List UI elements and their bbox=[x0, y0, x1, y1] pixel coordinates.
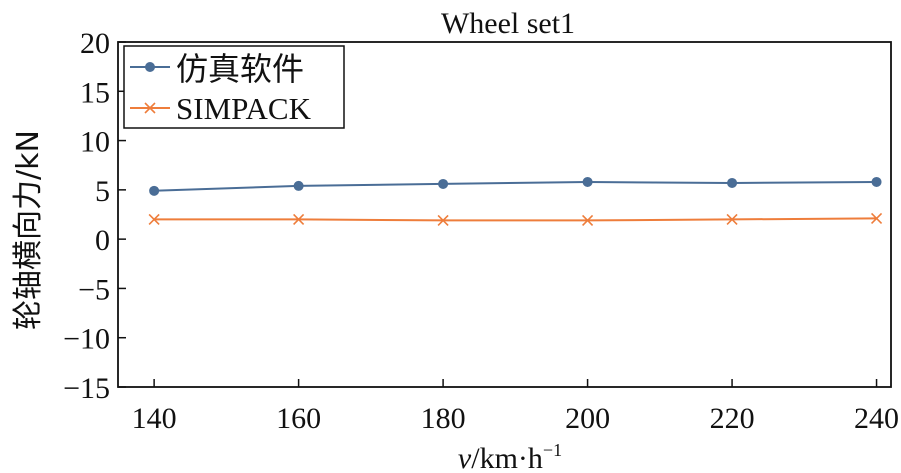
y-axis: 20 15 10 5 0 −5 −10 −15 bbox=[63, 27, 126, 405]
series-1-point bbox=[293, 180, 304, 191]
x-axis-exponent: −1 bbox=[543, 440, 562, 460]
series-1-point bbox=[149, 185, 160, 196]
legend: 仿真软件 SIMPACK bbox=[123, 45, 345, 129]
legend-label-series-1: 仿真软件 bbox=[176, 50, 304, 88]
legend-marker-series-2 bbox=[144, 102, 156, 114]
y-tick-label: 10 bbox=[80, 126, 110, 159]
legend-label-series-2: SIMPACK bbox=[176, 91, 312, 126]
y-tick-label: 5 bbox=[95, 175, 110, 208]
y-tick-label: −10 bbox=[63, 323, 110, 356]
x-axis-units: /km·h bbox=[471, 442, 543, 473]
series-2-point bbox=[148, 213, 160, 225]
series-2-point bbox=[437, 214, 449, 226]
series-2 bbox=[148, 212, 883, 226]
y-tick-label: 0 bbox=[95, 224, 110, 257]
series-1-point bbox=[727, 177, 738, 188]
series-1-point bbox=[438, 178, 449, 189]
y-tick-label: 15 bbox=[80, 76, 110, 109]
series-2-point bbox=[293, 213, 305, 225]
legend-marker-series-1 bbox=[145, 62, 155, 72]
x-tick-label: 140 bbox=[132, 402, 177, 435]
y-tick-label: 20 bbox=[80, 27, 110, 60]
y-axis-label: 轮轴横向力/kN bbox=[11, 130, 46, 330]
x-axis-variable: v bbox=[458, 442, 472, 473]
series-2-point bbox=[870, 212, 883, 225]
x-tick-label: 240 bbox=[854, 402, 899, 435]
y-tick-label: −15 bbox=[63, 372, 110, 405]
chart-title: Wheel set1 bbox=[441, 7, 575, 40]
series-1-line bbox=[154, 180, 877, 192]
legend-box bbox=[123, 45, 345, 129]
series-1 bbox=[149, 176, 882, 196]
series-2-point bbox=[726, 213, 738, 225]
series-2-point bbox=[582, 214, 594, 226]
x-axis: 140 160 180 200 220 240 bbox=[132, 379, 899, 435]
series-1-point bbox=[582, 176, 593, 187]
x-tick-label: 160 bbox=[276, 402, 321, 435]
x-tick-label: 180 bbox=[421, 402, 466, 435]
plot-frame bbox=[117, 41, 892, 388]
series-2-line bbox=[154, 217, 877, 222]
x-tick-label: 220 bbox=[710, 402, 755, 435]
x-axis-label: v/km·h−1 bbox=[458, 440, 562, 473]
series-1-point bbox=[871, 176, 882, 187]
y-tick-label: −5 bbox=[78, 273, 110, 306]
series-layer bbox=[148, 176, 883, 226]
x-tick-label: 200 bbox=[565, 402, 610, 435]
